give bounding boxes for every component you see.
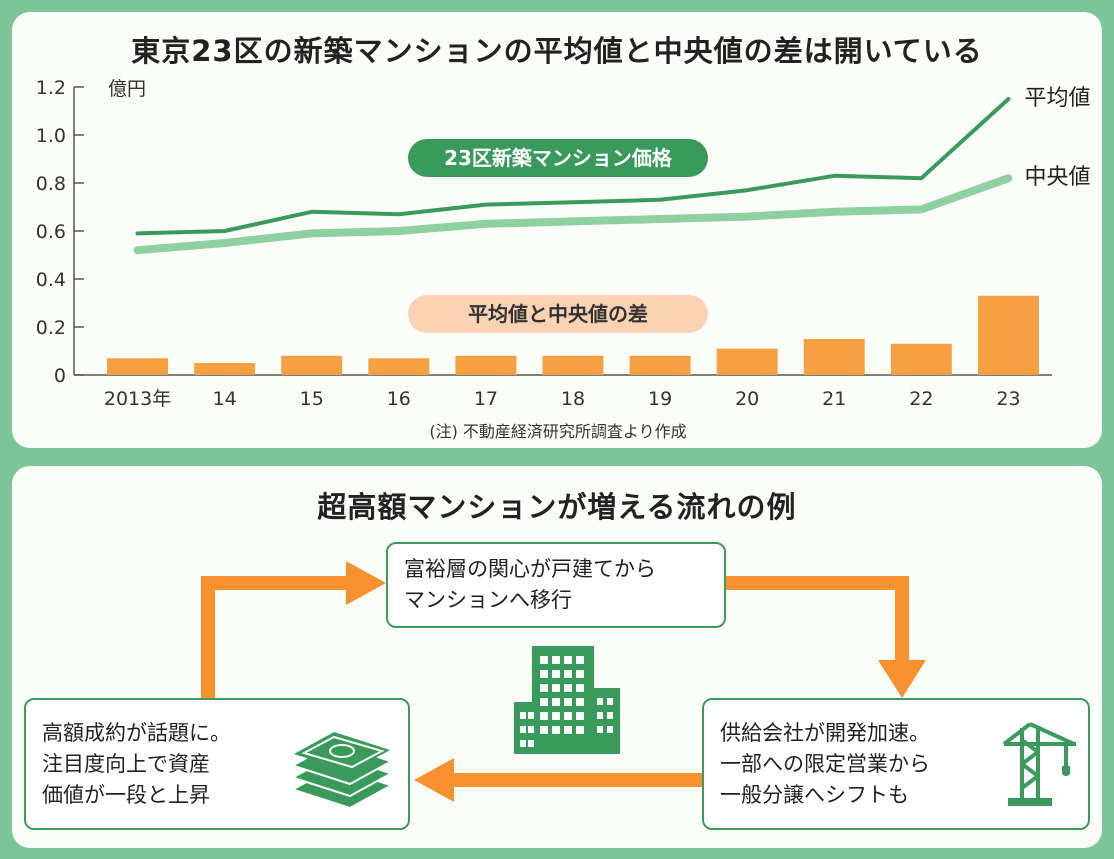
x-tick-label: 20: [735, 388, 759, 410]
difference-bar: [716, 348, 778, 375]
x-tick-label: 19: [648, 388, 672, 410]
flow-box-left-line-3: 価値が一段と上昇: [42, 783, 210, 807]
difference-bar: [977, 295, 1039, 375]
x-tick-label: 23: [996, 388, 1020, 410]
x-tick-label: 22: [909, 388, 933, 410]
difference-bar: [455, 355, 517, 375]
y-tick-label: 0.4: [36, 269, 66, 291]
flow-box-top-line-1: 富裕層の関心が戸建てから: [404, 557, 656, 581]
office-building-icon: [514, 646, 620, 754]
difference-bar: [368, 358, 430, 375]
arrow-top-to-right: [726, 576, 909, 662]
flow-box-top: 富裕層の関心が戸建てから マンションへ移行: [386, 542, 726, 628]
median-series-label: 中央値: [1024, 165, 1090, 190]
flow-box-left-line-1: 高額成約が話題に。: [42, 721, 231, 745]
chart-svg: 0 0.2 0.4 0.6 0.8 1.0 1.2 2013年 14 15 16 17 18 19 20 21…: [36, 77, 1091, 441]
y-tick-label: 1.2: [36, 77, 66, 99]
difference-bar: [629, 355, 691, 375]
source-note: (注) 不動産経済研究所調査より作成: [429, 422, 686, 441]
construction-crane-icon: [1002, 722, 1076, 806]
x-tick-label: 2013年: [104, 388, 171, 410]
x-tick-label: 18: [561, 388, 585, 410]
bars-pill: 平均値と中央値の差: [408, 295, 708, 333]
difference-bar: [803, 339, 865, 375]
median-line: [133, 174, 1013, 255]
flow-panel: 超高額マンションが増える流れの例: [12, 466, 1102, 848]
lines-pill-label: 23区新築マンション価格: [444, 146, 673, 170]
difference-bar: [542, 355, 604, 375]
arrow-left-to-top: [201, 576, 348, 698]
arrow-top-to-right-head: [878, 660, 926, 698]
difference-bar: [890, 343, 952, 375]
y-tick-label: 0: [54, 365, 66, 387]
difference-bar: [281, 355, 343, 375]
average-line: [135, 97, 1011, 236]
flow-box-right-line-3: 一般分譲へシフトも: [720, 783, 909, 807]
chart-panel: 東京23区の新築マンションの平均値と中央値の差は開いている 0 0.2 0.4 0.6…: [12, 12, 1102, 448]
flow-arrows: [201, 561, 926, 802]
flow-box-left: 高額成約が話題に。 注目度向上で資産 価値が一段と上昇: [24, 698, 410, 830]
flow-box-left-line-2: 注目度向上で資産: [42, 752, 210, 776]
average-series-label: 平均値: [1024, 86, 1090, 111]
arrow-right-to-left-head: [414, 758, 454, 802]
chart-title: 東京23区の新築マンションの平均値と中央値の差は開いている: [131, 34, 983, 68]
y-tick-label: 1.0: [36, 125, 66, 147]
x-tick-label: 14: [213, 388, 237, 410]
flow-box-top-line-2: マンションへ移行: [404, 588, 572, 612]
x-tick-label: 16: [387, 388, 411, 410]
x-tick-label: 15: [300, 388, 324, 410]
y-tick-label: 0.6: [36, 221, 66, 243]
x-tick-label: 17: [474, 388, 498, 410]
difference-bar: [194, 363, 256, 375]
arrow-left-to-top-head: [346, 561, 386, 605]
difference-bar: [107, 358, 169, 375]
y-tick-label: 0.2: [36, 317, 66, 339]
bars-pill-label: 平均値と中央値の差: [468, 302, 648, 326]
lines-pill: 23区新築マンション価格: [408, 139, 708, 177]
money-stack-icon: [293, 732, 391, 810]
flow-box-right-line-2: 一部への限定営業から: [720, 752, 930, 776]
flow-box-right: 供給会社が開発加速。 一部への限定営業から 一般分譲へシフトも: [702, 698, 1090, 830]
y-tick-label: 0.8: [36, 173, 66, 195]
y-unit-label: 億円: [108, 78, 146, 100]
flow-title: 超高額マンションが増える流れの例: [317, 490, 797, 524]
flow-box-right-line-1: 供給会社が開発加速。: [720, 721, 930, 745]
x-tick-label: 21: [822, 388, 846, 410]
